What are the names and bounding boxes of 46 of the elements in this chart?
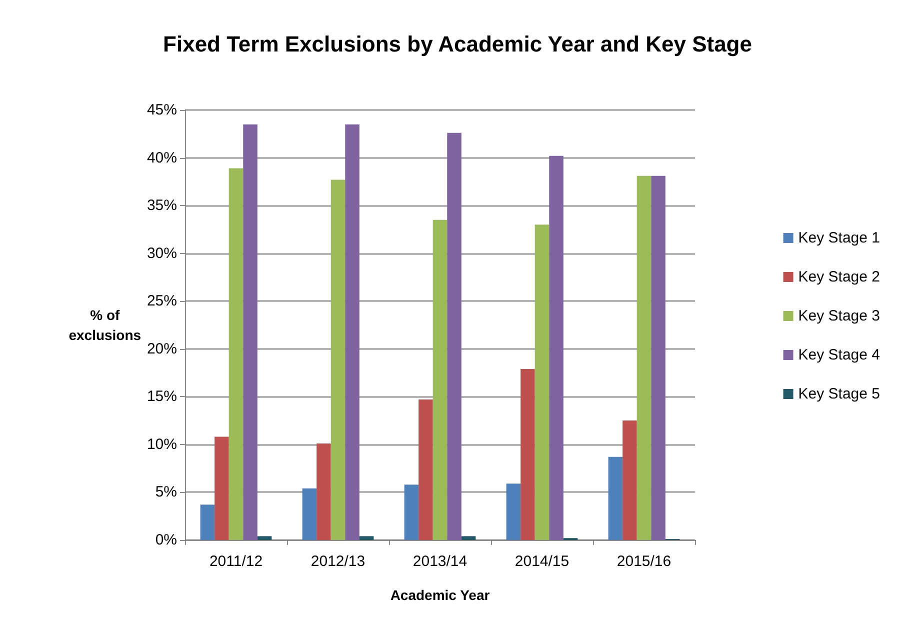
legend-label: Key Stage 2 (798, 268, 880, 286)
bar (404, 484, 419, 540)
x-tick-label: 2011/12 (209, 553, 263, 570)
y-axis-title: % of exclusions (68, 307, 142, 343)
bar (461, 536, 476, 540)
chart-title: Fixed Term Exclusions by Academic Year and Key Stage (163, 32, 752, 56)
bar (316, 443, 331, 540)
bar (549, 156, 564, 540)
y-tick-label: 0% (155, 532, 177, 548)
y-tick-label: 30% (146, 244, 177, 262)
bar (214, 436, 229, 540)
y-tick-label: 20% (146, 340, 177, 358)
legend-label: Key Stage 4 (798, 346, 880, 364)
x-axis-title: Academic Year (390, 587, 490, 603)
bar (302, 488, 317, 540)
bar (651, 176, 666, 540)
legend-label: Key Stage 1 (798, 230, 880, 246)
bar (418, 400, 433, 540)
bar (257, 536, 272, 540)
bar (200, 504, 215, 540)
bar (345, 124, 360, 540)
bar (506, 484, 521, 540)
x-tick-label: 2015/16 (616, 553, 672, 570)
bar (636, 176, 652, 540)
y-tick-label: 25% (146, 292, 177, 310)
bar (432, 220, 448, 540)
y-tick-label: 45% (146, 102, 177, 118)
y-tick-label: 15% (146, 388, 177, 406)
bar (534, 224, 550, 540)
x-tick-label: 2012/13 (310, 553, 366, 570)
bar (228, 168, 244, 540)
bar (447, 132, 462, 540)
y-tick-label: 40% (146, 149, 177, 166)
bar (520, 368, 535, 540)
bar (608, 456, 623, 540)
bar (622, 420, 637, 540)
legend-label: Key Stage 3 (798, 308, 880, 324)
y-tick-label: 10% (146, 436, 177, 453)
x-tick-label: 2014/15 (514, 553, 570, 570)
bar (243, 124, 258, 540)
bar (359, 536, 374, 540)
y-tick-label: 35% (146, 197, 177, 214)
bar (330, 180, 346, 540)
y-tick-label: 5% (155, 484, 177, 501)
x-tick-label: 2013/14 (412, 553, 468, 570)
legend-label: Key Stage 5 (798, 386, 880, 402)
